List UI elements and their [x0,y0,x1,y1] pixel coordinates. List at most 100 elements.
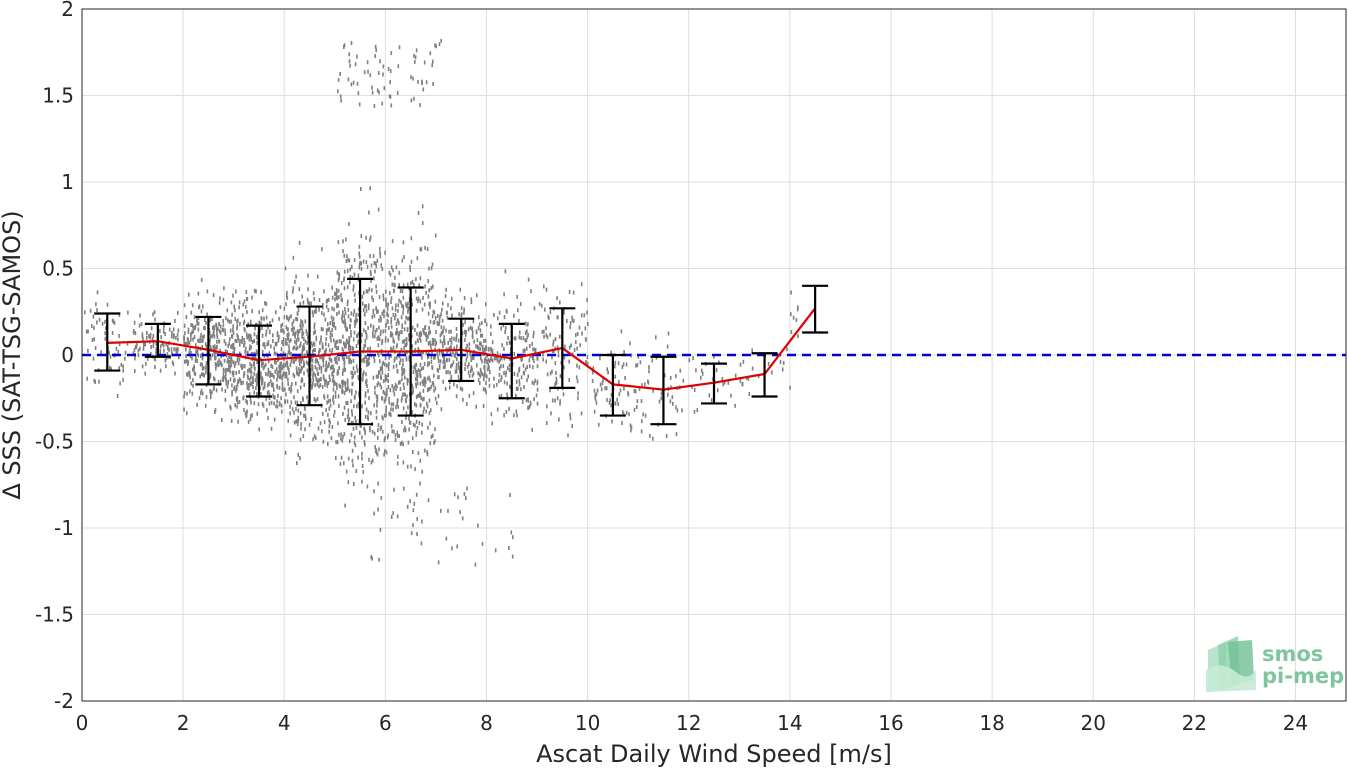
scatter-point [447,370,449,375]
scatter-point [345,341,347,346]
scatter-point [299,456,301,461]
scatter-point [356,404,358,409]
scatter-point [303,413,305,418]
scatter-point [350,399,352,404]
scatter-point [396,327,398,332]
scatter-point [365,355,368,359]
x-tick-label: 10 [575,711,600,735]
scatter-point [200,354,202,358]
scatter-point [273,351,276,356]
scatter-point [481,321,483,325]
scatter-point [367,325,369,330]
scatter-point [368,361,370,366]
scatter-point [397,404,399,409]
scatter-point [369,73,372,78]
scatter-point [536,356,539,361]
scatter-point [246,310,248,314]
scatter-point [385,413,387,418]
scatter-point [710,398,713,403]
scatter-point [356,81,359,86]
scatter-point [602,378,604,382]
scatter-point [409,267,411,272]
scatter-point [460,306,463,311]
scatter-point [797,334,799,338]
scatter-point [261,326,263,330]
scatter-point [189,389,191,394]
scatter-point [344,387,347,392]
scatter-point [721,376,724,381]
scatter-point [600,387,603,392]
scatter-point [313,342,316,347]
scatter-point [369,186,371,191]
scatter-point [516,413,518,418]
scatter-point [222,297,225,302]
scatter-point [520,375,523,380]
scatter-point [390,103,393,108]
scatter-point [347,412,350,417]
scatter-point [303,371,305,376]
scatter-point [426,247,429,252]
scatter-point [280,375,282,380]
scatter-point [319,421,322,426]
scatter-point [404,320,407,325]
scatter-point [326,381,328,386]
scatter-point [464,338,466,343]
scatter-point [215,366,217,371]
scatter-point [392,312,395,317]
scatter-point [290,338,292,343]
scatter-point [481,359,483,364]
scatter-point [336,296,339,301]
scatter-point [393,487,395,492]
scatter-point [345,338,348,343]
scatter-point [277,338,280,343]
scatter-point [197,321,200,326]
scatter-point [281,409,283,414]
scatter-point [426,450,428,455]
scatter-point [286,363,289,368]
scatter-point [417,451,420,456]
scatter-point [605,386,608,391]
scatter-point [479,367,482,372]
scatter-point [216,345,218,350]
scatter-point [617,361,620,366]
scatter-point [122,364,124,369]
scatter-point [394,307,397,312]
scatter-point [279,367,281,371]
scatter-point [734,403,736,408]
scatter-point [252,385,254,390]
scatter-point [617,402,619,406]
scatter-point [300,401,302,406]
scatter-point [189,375,191,380]
scatter-point [443,325,445,330]
scatter-point [295,407,297,411]
scatter-point [292,372,295,377]
scatter-point [571,317,574,322]
scatter-point [349,280,351,285]
scatter-point [490,357,492,362]
scatter-point [371,314,374,319]
scatter-point [403,346,405,351]
scatter-point [236,326,238,331]
scatter-point [441,341,444,346]
scatter-point [338,432,340,437]
scatter-point [186,391,188,396]
scatter-point [533,306,536,311]
scatter-point [188,372,191,377]
scatter-point [417,368,420,373]
scatter-point [101,321,104,326]
scatter-point [341,313,344,318]
scatter-point [407,301,409,306]
scatter-point [408,306,410,311]
scatter-point [628,412,630,417]
scatter-point [234,308,236,313]
scatter-point [228,319,231,324]
scatter-point [440,407,443,412]
scatter-point [219,379,222,384]
scatter-point [321,385,324,389]
scatter-point [528,344,531,348]
scatter-point [260,321,262,326]
scatter-point [251,309,253,314]
scatter-point [414,467,416,472]
scatter-point [301,349,304,354]
scatter-point [629,341,631,346]
